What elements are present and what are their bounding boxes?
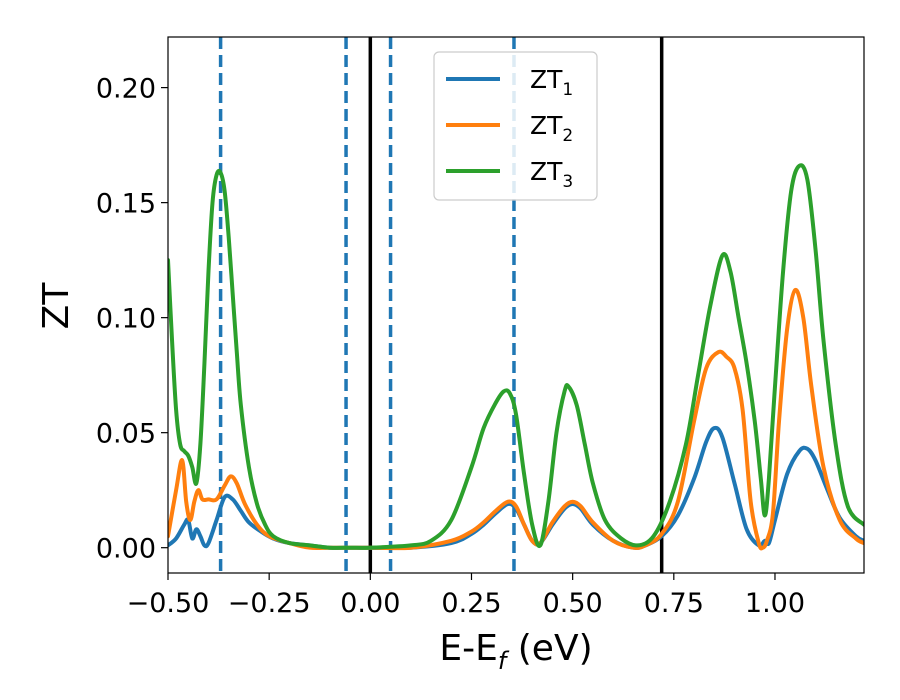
x-axis-title: E-Ef (eV): [439, 628, 592, 675]
legend-label-zt3: ZT3: [530, 157, 573, 192]
y-tick-label: 0.15: [96, 189, 156, 220]
y-tick-label: 0.05: [96, 419, 156, 450]
y-tick-label: 0.10: [96, 304, 156, 335]
y-tick-label: 0.20: [96, 74, 156, 105]
x-tick-label: −0.25: [228, 588, 311, 619]
legend-box: [433, 51, 598, 201]
y-axis-ticks: 0.00 0.05 0.10 0.15 0.20: [96, 74, 168, 565]
x-axis-ticks: −0.50 −0.25 0.00 0.25 0.50 0.75 1.00: [127, 573, 805, 619]
x-tick-label: −0.50: [127, 588, 210, 619]
y-axis-title: ZT: [36, 282, 77, 330]
series-lines: [168, 163, 864, 551]
y-tick-label: 0.00: [96, 534, 156, 565]
legend-label-zt2: ZT2: [530, 111, 573, 146]
series-line-zt2: [168, 288, 864, 551]
x-tick-label: 0.25: [441, 588, 501, 619]
reference-lines: [218, 37, 664, 573]
legend-label-zt1: ZT1: [530, 65, 573, 100]
series-line-zt3: [168, 163, 864, 550]
x-tick-label: 0.75: [644, 588, 704, 619]
x-tick-label: 1.00: [745, 588, 805, 619]
x-tick-label: 0.50: [543, 588, 603, 619]
legend: ZT1 ZT2 ZT3: [433, 51, 598, 201]
x-tick-label: 0.00: [340, 588, 400, 619]
plot-frame: [167, 36, 865, 574]
